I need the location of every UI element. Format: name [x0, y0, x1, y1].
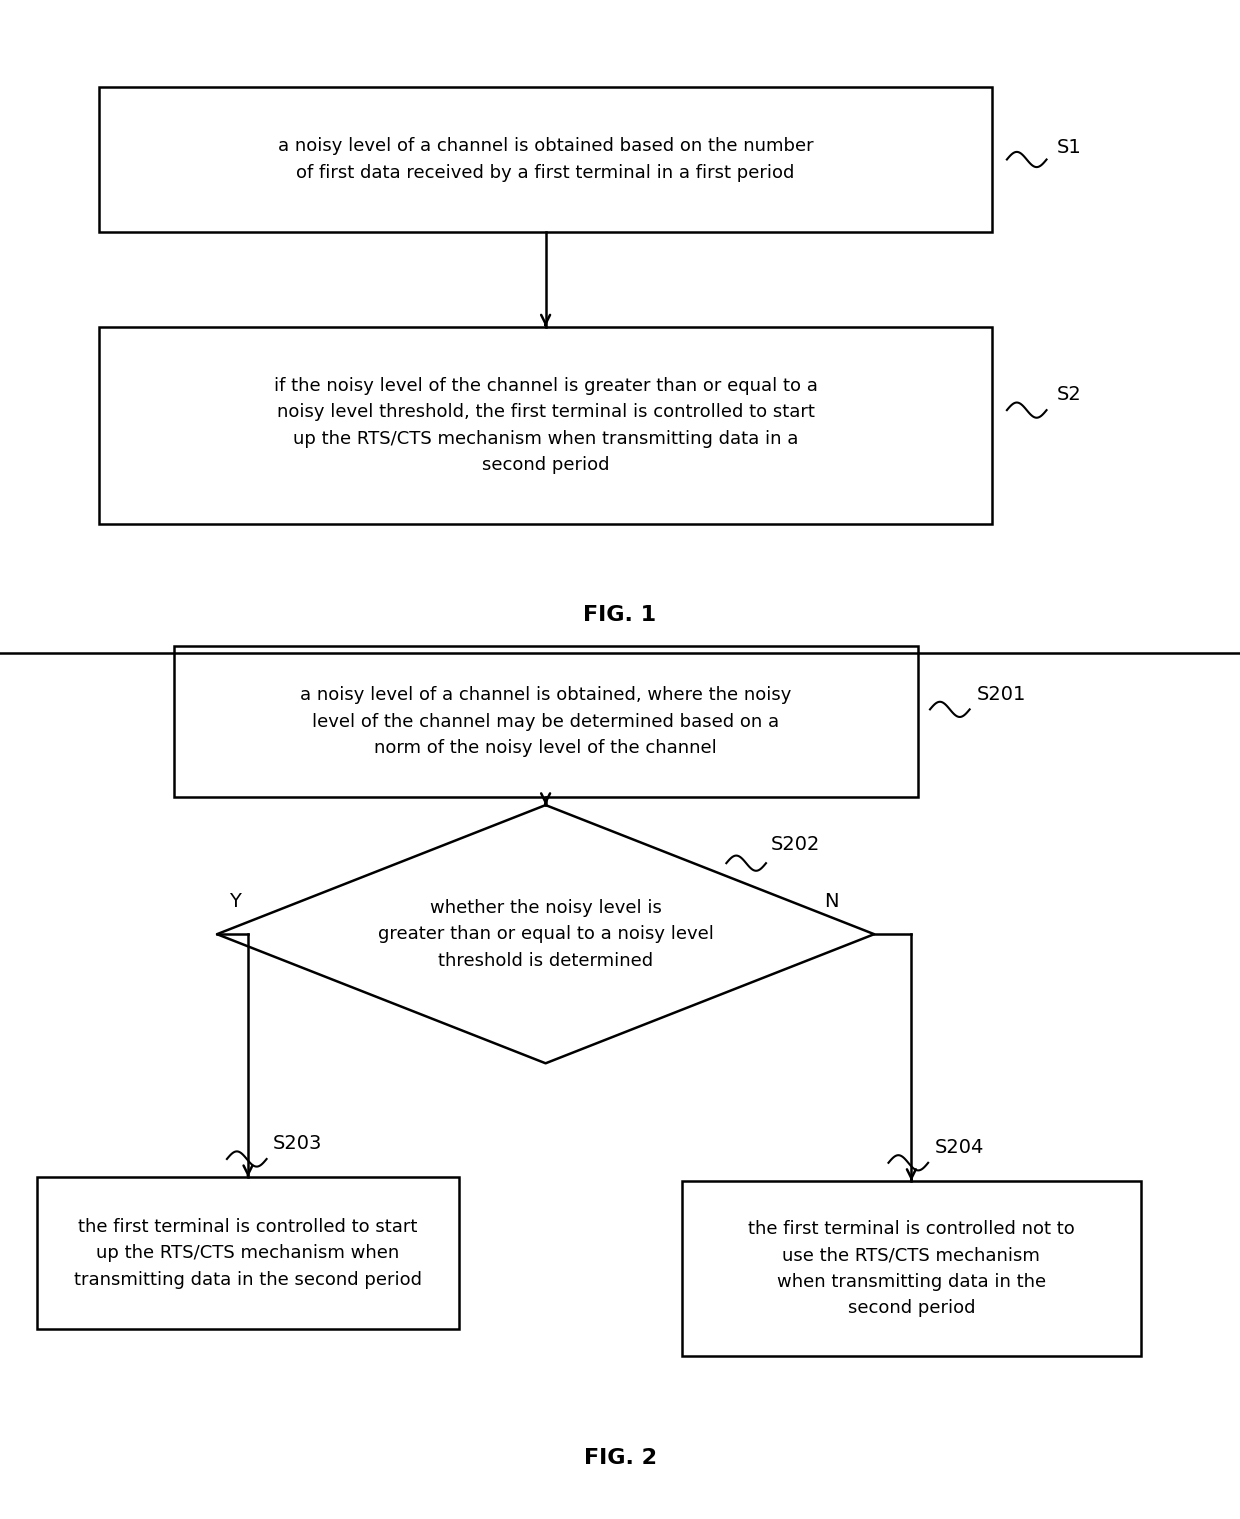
- Text: S2: S2: [1056, 386, 1081, 404]
- FancyBboxPatch shape: [99, 87, 992, 232]
- Text: S201: S201: [977, 685, 1027, 703]
- Text: the first terminal is controlled not to
use the RTS/CTS mechanism
when transmitt: the first terminal is controlled not to …: [748, 1220, 1075, 1317]
- FancyBboxPatch shape: [99, 327, 992, 524]
- Text: S1: S1: [1056, 138, 1081, 156]
- Text: S204: S204: [935, 1138, 983, 1157]
- Text: S203: S203: [273, 1135, 322, 1153]
- FancyBboxPatch shape: [174, 646, 918, 797]
- Text: the first terminal is controlled to start
up the RTS/CTS mechanism when
transmit: the first terminal is controlled to star…: [74, 1218, 422, 1288]
- Text: a noisy level of a channel is obtained, where the noisy
level of the channel may: a noisy level of a channel is obtained, …: [300, 687, 791, 756]
- Text: whether the noisy level is
greater than or equal to a noisy level
threshold is d: whether the noisy level is greater than …: [378, 899, 713, 969]
- Text: FIG. 1: FIG. 1: [584, 605, 656, 626]
- Text: if the noisy level of the channel is greater than or equal to a
noisy level thre: if the noisy level of the channel is gre…: [274, 377, 817, 474]
- FancyBboxPatch shape: [37, 1177, 459, 1329]
- Text: Y: Y: [229, 892, 242, 911]
- Text: S202: S202: [771, 835, 821, 855]
- Text: FIG. 2: FIG. 2: [584, 1448, 656, 1469]
- Text: a noisy level of a channel is obtained based on the number
of first data receive: a noisy level of a channel is obtained b…: [278, 137, 813, 182]
- FancyBboxPatch shape: [682, 1182, 1141, 1355]
- Text: N: N: [825, 892, 839, 911]
